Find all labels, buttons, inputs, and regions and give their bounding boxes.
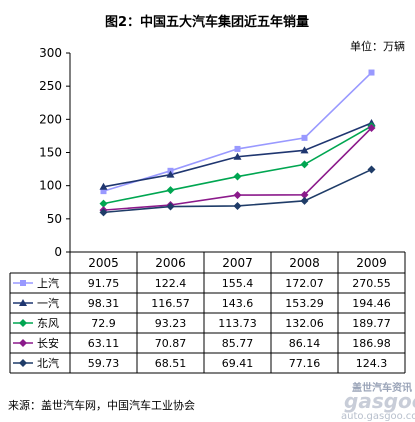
- x-tick-label: 2008: [289, 256, 320, 270]
- y-tick-label: 200: [39, 112, 62, 126]
- watermark-logo: gasgoo: [344, 389, 415, 413]
- y-tick-label: 0: [54, 245, 62, 259]
- table-cell-value: 270.55: [352, 277, 391, 290]
- table-cell-value: 153.29: [285, 297, 324, 310]
- watermark: 盖世汽车资讯 gasgoo auto.gasgoo.com: [341, 381, 415, 422]
- data-point: [166, 170, 175, 178]
- legend-key-marker: [19, 339, 27, 347]
- y-tick-label: 100: [39, 179, 62, 193]
- table-cell-value: 72.9: [91, 317, 116, 330]
- table-cell-value: 70.87: [155, 337, 187, 350]
- data-point: [99, 208, 108, 217]
- y-tick-label: 50: [47, 212, 62, 226]
- y-tick-label: 150: [39, 146, 62, 160]
- watermark-line1: 盖世汽车资讯: [352, 381, 412, 394]
- x-tick-label: 2006: [155, 256, 186, 270]
- data-point: [166, 202, 175, 211]
- table-cell-value: 132.06: [285, 317, 324, 330]
- table-cell-value: 68.51: [155, 357, 187, 370]
- watermark-url: auto.gasgoo.com: [341, 411, 415, 422]
- data-point: [233, 201, 242, 210]
- source-note: 来源：盖世汽车网，中国汽车工业协会: [8, 398, 195, 412]
- legend-label: 长安: [37, 336, 59, 350]
- data-point: [99, 182, 108, 190]
- table-cell-value: 86.14: [289, 337, 321, 350]
- legend-key-marker: [19, 299, 27, 306]
- y-tick-label: 250: [39, 79, 62, 93]
- table-cell-value: 116.57: [151, 297, 190, 310]
- table-cell-value: 122.4: [155, 277, 187, 290]
- table-cell-value: 63.11: [88, 337, 120, 350]
- table-cell-value: 186.98: [352, 337, 391, 350]
- data-point: [234, 145, 241, 152]
- data-point: [367, 123, 376, 132]
- table-cell-value: 155.4: [222, 277, 254, 290]
- table-cell-value: 124.3: [356, 357, 388, 370]
- unit-label: 单位：万辆: [350, 39, 405, 53]
- legend-label: 北汽: [37, 356, 59, 370]
- data-point: [100, 188, 107, 195]
- table-cell-value: 113.73: [218, 317, 257, 330]
- table-cell-value: 91.75: [88, 277, 120, 290]
- legend-label: 东风: [37, 317, 59, 330]
- legend-label: 一汽: [37, 296, 59, 310]
- data-point: [367, 165, 376, 174]
- table-cell-value: 143.6: [222, 297, 254, 310]
- data-point: [233, 152, 242, 160]
- data-point: [233, 172, 242, 181]
- data-point: [233, 191, 242, 200]
- y-tick-label: 300: [39, 46, 62, 60]
- data-point: [99, 199, 108, 208]
- data-point: [166, 186, 175, 195]
- data-point: [300, 160, 309, 169]
- table-cell-value: 189.77: [352, 317, 391, 330]
- table-cell-value: 194.46: [352, 297, 391, 310]
- x-tick-label: 2007: [222, 256, 253, 270]
- table-cell-value: 77.16: [289, 357, 321, 370]
- table-cell-value: 85.77: [222, 337, 254, 350]
- legend-key-marker: [19, 359, 27, 367]
- x-tick-label: 2005: [88, 256, 119, 270]
- chart-title: 图2：中国五大汽车集团近五年销量: [105, 14, 309, 30]
- data-point: [368, 69, 375, 76]
- table-cell-value: 69.41: [222, 357, 254, 370]
- table-cell-value: 172.07: [285, 277, 324, 290]
- data-point: [301, 134, 308, 141]
- table-cell-value: 93.23: [155, 317, 187, 330]
- legend-label: 上汽: [37, 276, 59, 290]
- data-point: [300, 190, 309, 199]
- data-point: [300, 196, 309, 205]
- legend-key-marker: [19, 319, 27, 327]
- x-tick-label: 2009: [356, 256, 387, 270]
- legend-key-marker: [20, 280, 26, 286]
- data-point: [300, 146, 309, 154]
- table-cell-value: 59.73: [88, 357, 120, 370]
- table-cell-value: 98.31: [88, 297, 120, 310]
